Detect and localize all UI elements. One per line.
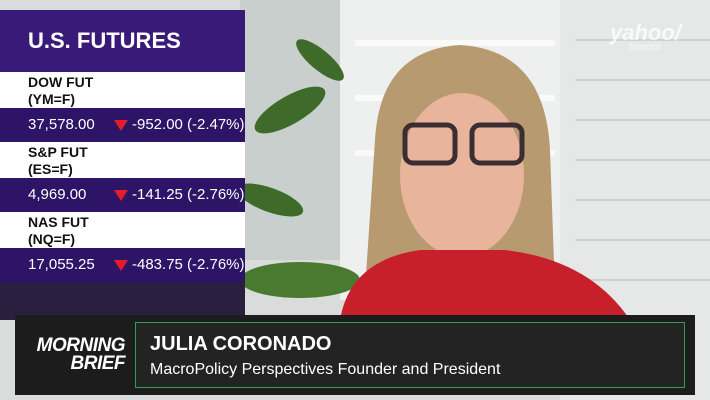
future-change: -952.00 — [132, 116, 183, 133]
future-price: 17,055.25 — [28, 256, 95, 273]
futures-rows: DOW FUT (YM=F) 37,578.00 -952.00 (-2.47%) S&P… — [0, 72, 245, 282]
down-arrow — [114, 190, 128, 201]
logo-sub: finance — [629, 42, 662, 53]
lower-third: MORNING BRIEF JULIA CORONADO MacroPolicy… — [15, 315, 695, 395]
down-arrow — [114, 260, 128, 271]
future-ticker: (YM=F) — [28, 91, 76, 107]
down-arrow — [114, 120, 128, 131]
future-values: 37,578.00 -952.00 (-2.47%) — [0, 108, 245, 142]
network-logo: yahoo/ finance — [610, 20, 681, 53]
logo-brand: yahoo/ — [610, 20, 681, 45]
future-percent: (-2.76%) — [187, 186, 245, 203]
future-percent: (-2.47%) — [187, 116, 245, 133]
guest-box: JULIA CORONADO MacroPolicy Perspectives … — [135, 322, 685, 388]
show-name: MORNING BRIEF — [25, 335, 126, 374]
guest-title: MacroPolicy Perspectives Founder and Pre… — [150, 361, 501, 378]
futures-panel: U.S. FUTURES DOW FUT (YM=F) 37,578.00 -952.… — [0, 10, 245, 282]
future-values: 17,055.25 -483.75 (-2.76%) — [0, 248, 245, 282]
guest-name: JULIA CORONADO — [150, 333, 332, 355]
future-ticker: (NQ=F) — [28, 231, 76, 247]
future-name: S&P FUT — [28, 144, 88, 160]
show-name-line: MORNING — [36, 335, 126, 356]
future-price: 4,969.00 — [28, 186, 87, 203]
future-price: 37,578.00 — [28, 116, 95, 133]
future-name: NAS FUT — [28, 214, 89, 230]
future-name: DOW FUT — [28, 74, 94, 90]
future-change: -483.75 — [132, 256, 183, 273]
future-percent: (-2.76%) — [187, 256, 245, 273]
future-label: DOW FUT (YM=F) — [0, 72, 245, 108]
future-change: -141.25 — [132, 186, 183, 203]
future-ticker: (ES=F) — [28, 161, 73, 177]
show-name-line: BRIEF — [70, 353, 126, 374]
future-label: S&P FUT (ES=F) — [0, 142, 245, 178]
futures-title: U.S. FUTURES — [0, 10, 245, 72]
future-label: NAS FUT (NQ=F) — [0, 212, 245, 248]
future-values: 4,969.00 -141.25 (-2.76%) — [0, 178, 245, 212]
